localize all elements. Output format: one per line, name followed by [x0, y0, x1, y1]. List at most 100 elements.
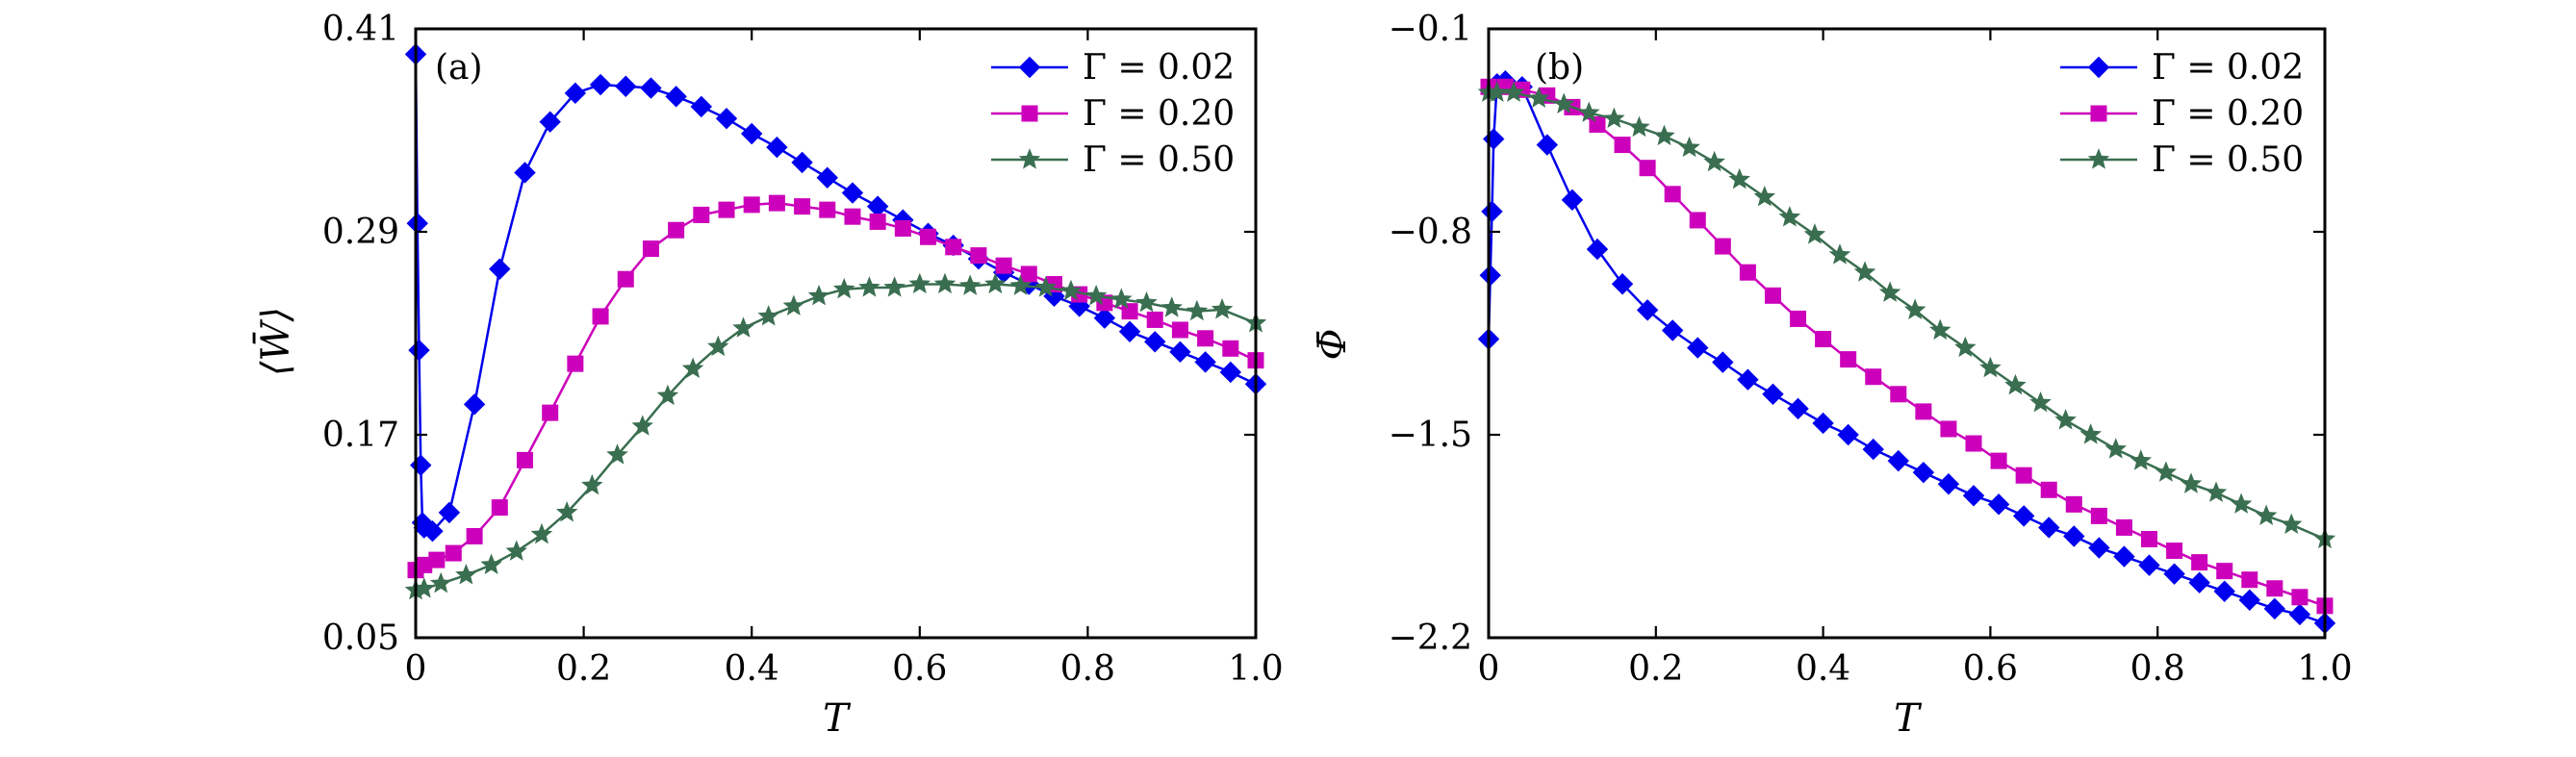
data-point — [1778, 206, 1801, 227]
data-point — [555, 501, 578, 522]
data-point — [1084, 284, 1108, 306]
data-point — [1878, 281, 1901, 302]
legend-marker — [1018, 148, 1041, 169]
data-point — [2255, 504, 2278, 525]
data-point — [428, 551, 446, 568]
data-point — [2288, 603, 2311, 626]
data-point — [665, 86, 687, 108]
data-point — [1603, 107, 1625, 129]
legend-label: Γ = 0.02 — [2152, 48, 2304, 88]
data-point — [869, 213, 886, 230]
data-point — [2188, 571, 2210, 593]
data-point — [1990, 452, 2007, 469]
data-point — [530, 522, 553, 544]
data-point — [908, 272, 931, 294]
data-point — [2291, 589, 2308, 606]
series-1 — [1480, 78, 2334, 615]
data-point — [1093, 307, 1116, 329]
data-point — [1962, 485, 1985, 507]
data-point — [1639, 160, 1656, 177]
data-point — [1186, 299, 1209, 321]
data-point — [1578, 101, 1600, 123]
data-point — [693, 206, 710, 223]
panel-label: (b) — [1535, 48, 1584, 88]
data-point — [1483, 128, 1505, 150]
data-point — [681, 357, 704, 379]
data-point — [1965, 435, 1982, 452]
data-point — [539, 111, 561, 133]
y-tick-label: −0.8 — [1389, 213, 1472, 252]
data-point — [2155, 461, 2178, 482]
data-point — [1009, 274, 1032, 295]
data-point — [743, 196, 760, 214]
data-point — [1118, 320, 1141, 342]
x-tick-label: 0 — [405, 649, 427, 689]
data-point — [406, 213, 428, 235]
data-point — [2130, 449, 2153, 470]
data-point — [807, 284, 830, 306]
data-point — [2015, 467, 2032, 484]
data-point — [2216, 563, 2233, 580]
data-point — [2088, 537, 2110, 559]
data-point — [1803, 223, 1826, 244]
data-point — [656, 384, 679, 406]
data-point — [1171, 321, 1188, 339]
legend-label: Γ = 0.50 — [2152, 140, 2304, 180]
y-tick-label: 0.05 — [322, 618, 399, 658]
x-axis-title: T — [823, 696, 852, 741]
data-point — [2238, 589, 2260, 612]
data-point — [841, 182, 864, 204]
data-point — [1664, 186, 1681, 203]
data-point — [1211, 298, 1234, 319]
series-2 — [404, 272, 1267, 600]
data-point — [2180, 472, 2203, 493]
data-point — [819, 201, 836, 218]
data-point — [1479, 265, 1501, 287]
data-point — [1169, 341, 1191, 364]
data-point — [2141, 531, 2158, 548]
data-point — [2012, 505, 2035, 527]
axis-frame — [1487, 27, 2327, 640]
data-point — [1586, 238, 1609, 261]
data-point — [631, 415, 653, 436]
data-point — [1764, 287, 1781, 304]
data-point — [564, 82, 587, 105]
data-point — [1194, 351, 1216, 373]
y-axis-title: Φ̄ — [1311, 329, 1355, 361]
data-point — [2104, 438, 2128, 459]
data-point — [894, 219, 911, 237]
data-point — [2241, 571, 2258, 589]
series-1 — [407, 194, 1264, 579]
legend-label: Γ = 0.20 — [2152, 94, 2304, 134]
data-point — [832, 277, 855, 299]
data-point — [933, 272, 956, 294]
data-point — [1912, 461, 1935, 484]
x-tick-label: 0 — [1478, 649, 1500, 689]
data-point — [668, 221, 685, 239]
data-point — [1222, 340, 1239, 357]
data-point — [542, 404, 559, 421]
legend-label: Γ = 0.02 — [1083, 48, 1235, 88]
data-point — [945, 239, 962, 256]
data-point — [640, 77, 662, 99]
data-point — [516, 451, 533, 468]
data-point — [1144, 331, 1166, 353]
data-point — [794, 198, 811, 215]
y-tick-label: −1.5 — [1389, 416, 1472, 455]
data-point — [791, 151, 813, 174]
data-point — [1987, 493, 2010, 516]
data-point — [740, 122, 763, 145]
data-point — [1135, 290, 1158, 313]
data-point — [1828, 243, 1851, 265]
data-point — [1812, 412, 1834, 435]
x-tick-label: 0.4 — [1796, 649, 1850, 689]
data-point — [1940, 420, 1957, 438]
x-tick-label: 0.8 — [1060, 649, 1115, 689]
data-point — [1110, 288, 1133, 309]
data-point — [1837, 423, 1859, 446]
data-point — [1728, 167, 1750, 189]
legend: Γ = 0.02 Γ = 0.20 Γ = 0.50 — [2060, 48, 2304, 180]
data-point — [1865, 368, 1882, 386]
data-point — [1753, 185, 1776, 207]
legend-marker — [2087, 148, 2110, 169]
